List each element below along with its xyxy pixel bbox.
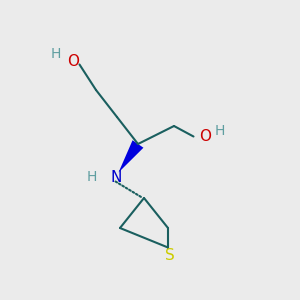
Text: O: O xyxy=(68,54,80,69)
Text: H: H xyxy=(214,124,225,137)
Text: N: N xyxy=(111,169,122,184)
Text: H: H xyxy=(50,47,61,61)
Text: O: O xyxy=(200,129,211,144)
Text: H: H xyxy=(86,170,97,184)
Polygon shape xyxy=(118,140,143,172)
Text: S: S xyxy=(165,248,174,263)
